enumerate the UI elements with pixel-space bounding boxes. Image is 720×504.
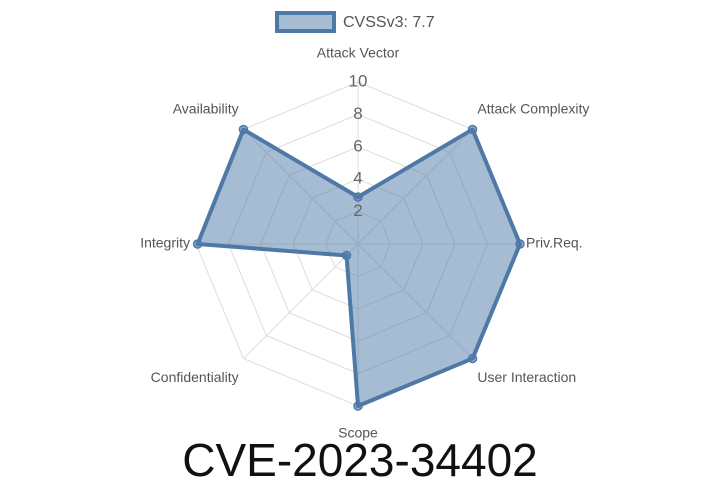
spoke [243, 243, 359, 359]
axis-label: Priv.Req. [526, 235, 583, 251]
tick-label: 2 [353, 201, 362, 220]
tick-label: 6 [353, 136, 362, 155]
axis-label: Scope [338, 425, 378, 441]
data-point [192, 239, 203, 249]
legend-swatch [275, 11, 336, 33]
tick-label: 10 [349, 71, 368, 90]
axis-label: Integrity [140, 235, 190, 251]
data-point [515, 239, 525, 249]
data-point [341, 250, 352, 261]
data-point [238, 124, 249, 135]
data-point [353, 401, 363, 411]
axis-label: Attack Complexity [477, 100, 589, 116]
data-point [467, 353, 478, 364]
axis-label: Availability [173, 100, 239, 116]
data-point [353, 192, 363, 202]
chart-title: CVE-2023-34402 [182, 434, 537, 486]
tick-label: 8 [353, 104, 362, 123]
data-point [467, 124, 478, 135]
tick-label: 4 [353, 169, 362, 188]
axis-label: Confidentiality [151, 369, 239, 385]
legend-label: CVSSv3: 7.7 [343, 14, 435, 31]
axis-label: Attack Vector [317, 45, 400, 61]
axis-label: User Interaction [477, 369, 576, 385]
